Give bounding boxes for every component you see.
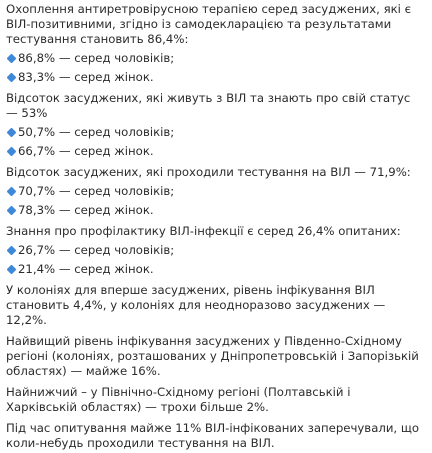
list-item: 66,7% — серед жінок. (6, 144, 424, 159)
blue-diamond-icon (6, 127, 17, 138)
blue-diamond-icon (6, 146, 17, 157)
paragraph-highest-region: Найвищий рівень інфікування засуджених у… (6, 334, 419, 378)
list-item: 50,7% — серед чоловіків; (6, 125, 424, 140)
blue-diamond-icon (6, 205, 17, 216)
bullet-list: 70,7% — серед чоловіків; 78,3% — серед ж… (6, 184, 424, 218)
list-item: 26,7% — серед чоловіків; (6, 243, 424, 258)
bullet-list: 26,7% — серед чоловіків; 21,4% — серед ж… (6, 243, 424, 277)
list-item-text: 78,3% — серед жінок. (18, 203, 154, 217)
blue-diamond-icon (6, 72, 17, 83)
list-item-text: 50,7% — серед чоловіків; (18, 125, 175, 139)
section-status-awareness: Відсоток засуджених, які живуть з ВІЛ та… (6, 91, 411, 120)
bullet-list: 86,8% — серед чоловіків; 83,3% — серед ж… (6, 51, 424, 85)
list-item: 70,7% — серед чоловіків; (6, 184, 424, 199)
list-item: 83,3% — серед жінок. (6, 70, 424, 85)
list-item-text: 70,7% — серед чоловіків; (18, 184, 175, 198)
paragraph-colony-rates: У колоніях для вперше засуджених, рівень… (6, 283, 386, 327)
paragraph-testing-denial: Під час опитування майже 11% ВІЛ-інфіков… (6, 421, 420, 450)
list-item: 21,4% — серед жінок. (6, 262, 424, 277)
list-item: 78,3% — серед жінок. (6, 203, 424, 218)
blue-diamond-icon (6, 264, 17, 275)
list-item-text: 26,7% — серед чоловіків; (18, 243, 175, 257)
blue-diamond-icon (6, 186, 17, 197)
list-item-text: 83,3% — серед жінок. (18, 70, 154, 84)
section-art-coverage: Охоплення антиретровірусною терапією сер… (6, 2, 412, 46)
list-item-text: 66,7% — серед жінок. (18, 144, 154, 158)
list-item-text: 86,8% — серед чоловіків; (18, 51, 175, 65)
list-item: 86,8% — серед чоловіків; (6, 51, 424, 66)
paragraph-lowest-region: Найнижчий – у Північно-Східному регіоні … (6, 385, 351, 414)
section-prevention-knowledge: Знання про профілактику ВІЛ-інфекції є с… (6, 224, 401, 238)
list-item-text: 21,4% — серед жінок. (18, 262, 154, 276)
blue-diamond-icon (6, 245, 17, 256)
section-testing: Відсоток засуджених, які проходили тесту… (6, 165, 411, 179)
bullet-list: 50,7% — серед чоловіків; 66,7% — серед ж… (6, 125, 424, 159)
blue-diamond-icon (6, 53, 17, 64)
